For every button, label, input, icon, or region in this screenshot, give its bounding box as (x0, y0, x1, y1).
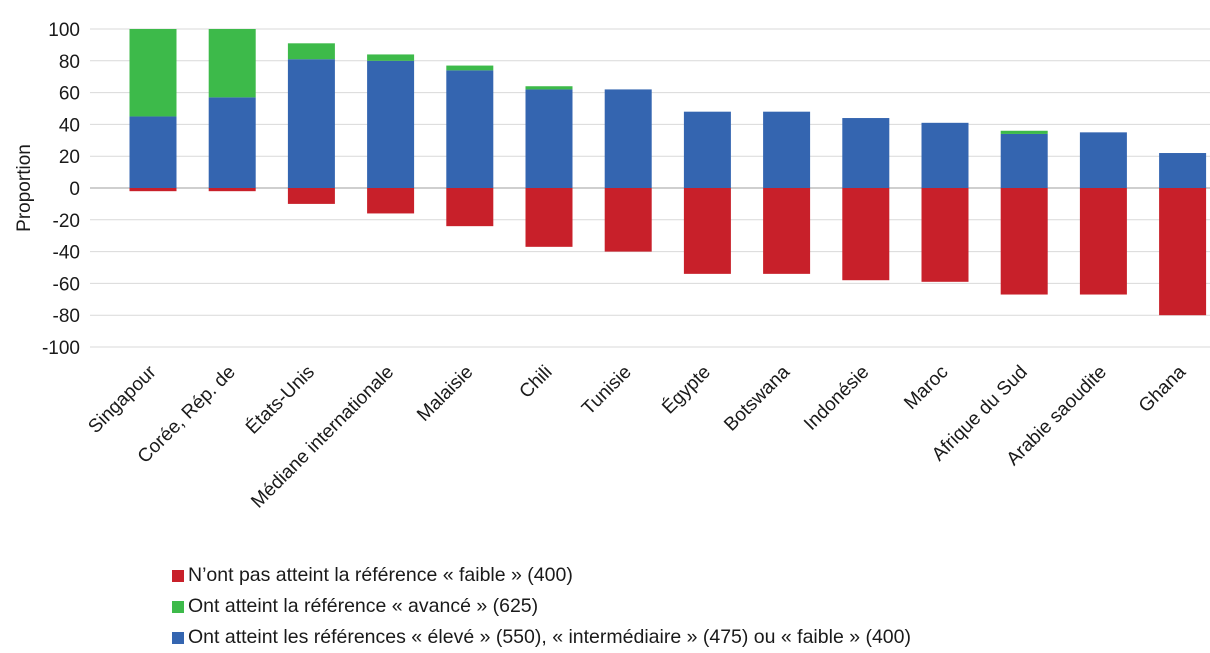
bar-below-low (763, 188, 811, 274)
legend-label: Ont atteint la référence « avancé » (625… (188, 595, 539, 617)
bar-advanced (287, 43, 335, 60)
legend-swatch-green (172, 600, 184, 613)
bar-below-low (1000, 188, 1048, 295)
bar-below-low (287, 188, 335, 204)
bar-high-intermediate-low (763, 111, 811, 188)
x-category-label: Tunisie (578, 362, 636, 420)
y-tick-label: -60 (53, 274, 80, 295)
bar-high-intermediate-low (367, 60, 415, 188)
legend-label: N’ont pas atteint la référence « faible … (188, 564, 573, 586)
bar-high-intermediate-low (446, 70, 494, 188)
bar-high-intermediate-low (842, 118, 890, 188)
x-category-label: Maroc (900, 362, 952, 414)
bar-high-intermediate-low (208, 97, 256, 188)
y-tick-label: 0 (69, 179, 80, 200)
y-tick-label: 80 (59, 52, 80, 73)
bar-advanced (208, 29, 256, 98)
bar-high-intermediate-low (921, 122, 969, 188)
bar-high-intermediate-low (1079, 132, 1127, 188)
bar-high-intermediate-low (683, 111, 731, 188)
bar-high-intermediate-low (1000, 133, 1048, 188)
y-tick-label: 40 (59, 115, 80, 136)
legend-item-advanced: Ont atteint la référence « avancé » (625… (172, 591, 911, 622)
legend-item-high-intermediate-low: Ont atteint les références « élevé » (55… (172, 622, 911, 653)
bar-below-low (1079, 188, 1127, 295)
bar-high-intermediate-low (129, 116, 177, 188)
bar-advanced (129, 29, 177, 117)
x-category-label: Ghana (1135, 361, 1190, 416)
bars (129, 29, 1207, 316)
legend: N’ont pas atteint la référence « faible … (172, 560, 911, 653)
bar-below-low (446, 188, 494, 227)
y-tick-label: -80 (53, 306, 80, 327)
x-category-label: Chili (516, 362, 557, 403)
x-category-label: Égypte (658, 362, 715, 419)
bar-advanced (367, 54, 415, 61)
x-category-label: Malaisie (413, 362, 477, 426)
y-axis-ticks: 100 80 60 40 20 0 -20 -40 -60 -80 -100 (42, 20, 80, 359)
bar-below-low (129, 188, 177, 192)
y-tick-label: -100 (42, 338, 80, 359)
stacked-bar-chart: 100 80 60 40 20 0 -20 -40 -60 -80 -100 SingapourCo… (14, 20, 1210, 512)
legend-swatch-blue (172, 631, 184, 644)
y-tick-label: 100 (48, 20, 80, 41)
bar-advanced (446, 65, 494, 71)
legend-item-below-low: N’ont pas atteint la référence « faible … (172, 560, 911, 591)
bar-below-low (604, 188, 652, 252)
x-category-label: Botswana (720, 361, 794, 435)
bar-high-intermediate-low (1159, 153, 1207, 188)
y-tick-label: -20 (53, 211, 80, 232)
y-tick-label: 60 (59, 84, 80, 105)
bar-below-low (208, 188, 256, 192)
y-axis-label: Proportion (14, 144, 35, 232)
bar-high-intermediate-low (525, 89, 573, 188)
bar-advanced (525, 86, 573, 90)
legend-label: Ont atteint les références « élevé » (55… (188, 626, 911, 648)
x-category-label: Médiane internationale (247, 362, 398, 513)
y-tick-label: 20 (59, 147, 80, 168)
bar-below-low (683, 188, 731, 274)
y-tick-label: -40 (53, 243, 80, 264)
bar-high-intermediate-low (604, 89, 652, 188)
bar-below-low (1159, 188, 1207, 316)
bar-below-low (367, 188, 415, 214)
bar-below-low (842, 188, 890, 281)
x-category-label: États-Unis (242, 362, 319, 439)
bar-below-low (921, 188, 969, 282)
bar-advanced (1000, 130, 1048, 134)
legend-swatch-red (172, 569, 184, 582)
x-category-label: Indonésie (800, 362, 873, 435)
bar-below-low (525, 188, 573, 247)
x-category-label: Singapour (84, 361, 161, 438)
bar-high-intermediate-low (287, 59, 335, 189)
